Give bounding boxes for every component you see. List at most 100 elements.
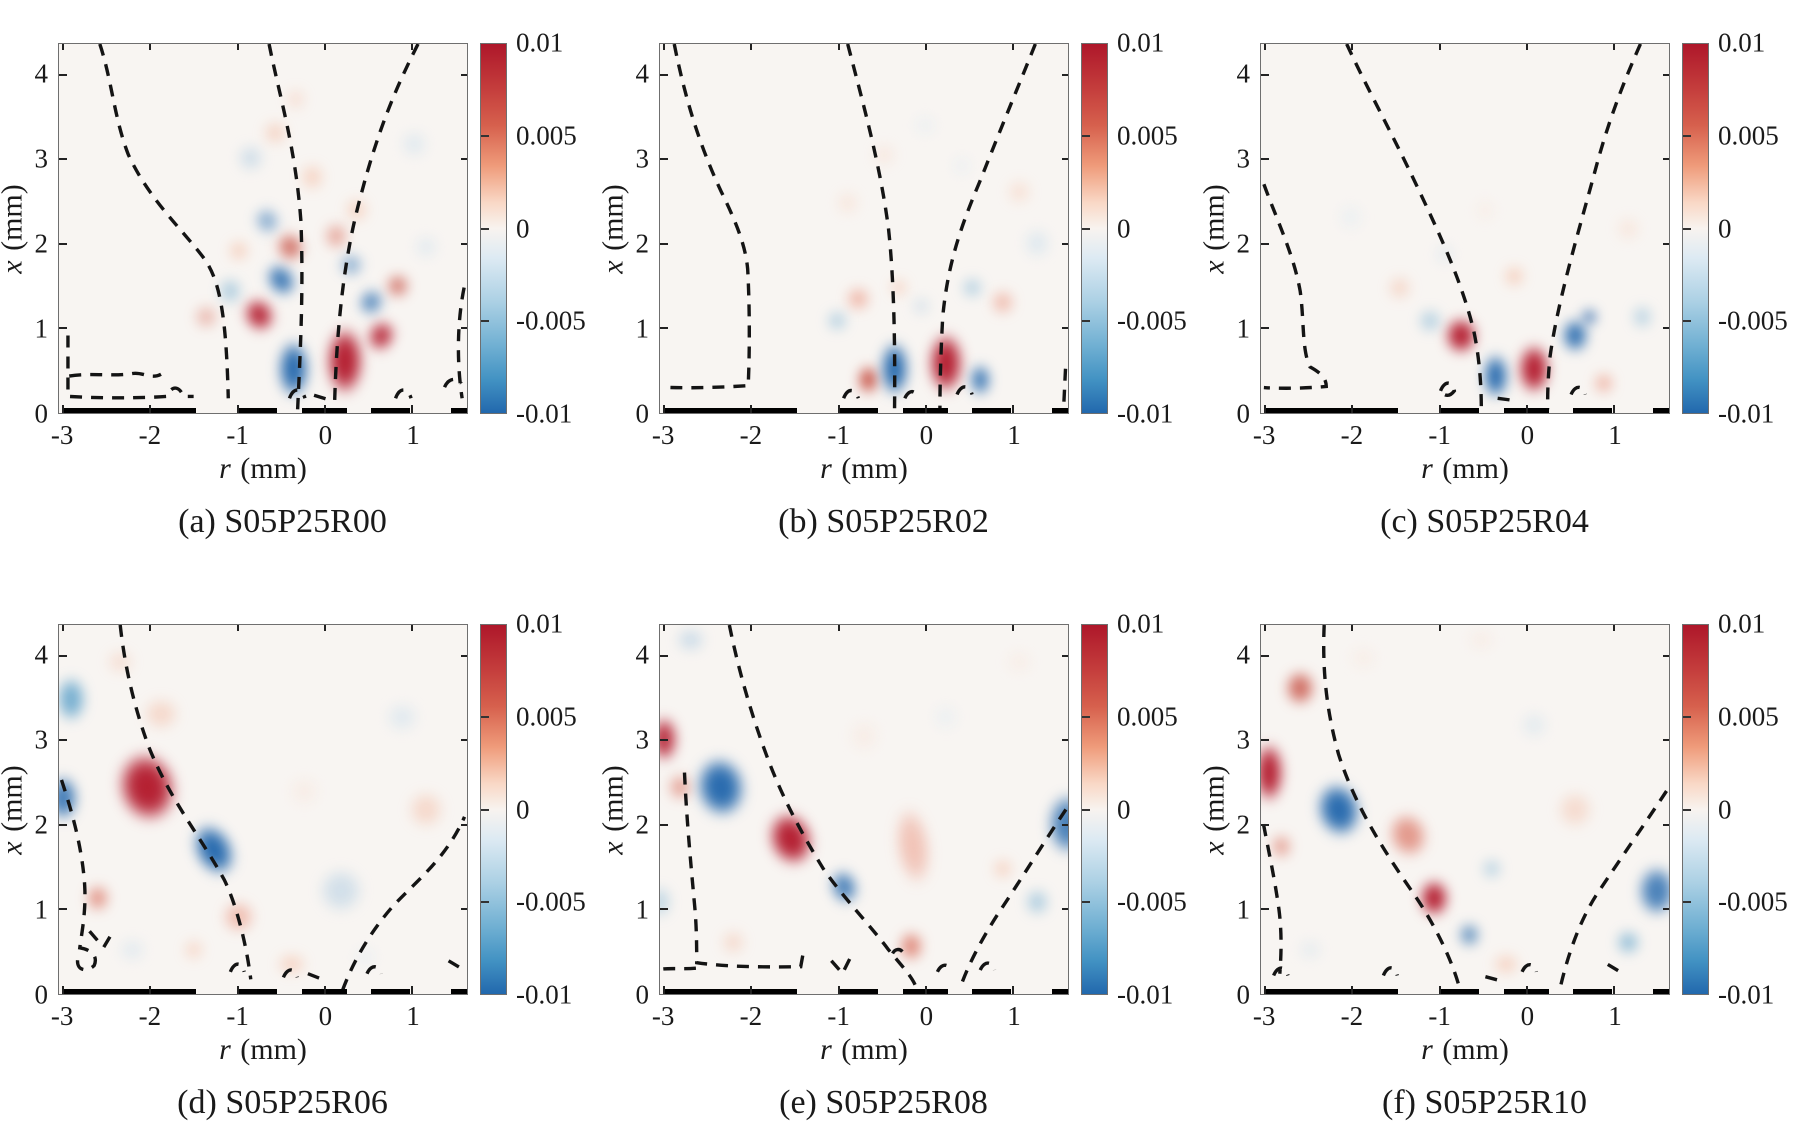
heatmap-blob: [1293, 934, 1327, 965]
colorbar-tick-label: -0.01: [1117, 398, 1174, 429]
x-tick-mark: [1526, 44, 1529, 50]
x-tick-label: 1: [1007, 1001, 1021, 1031]
heatmap-blob: [986, 285, 1020, 319]
x-tick-label: -3: [651, 420, 675, 450]
colorbar: [1081, 43, 1108, 414]
burner-segment: [1440, 989, 1480, 994]
heatmap-field: [59, 44, 467, 413]
y-tick-mark: [1062, 654, 1068, 657]
x-tick-label: -2: [739, 420, 763, 450]
heatmap-blob: [295, 158, 329, 196]
y-tick-mark: [461, 908, 467, 911]
x-tick-mark: [1526, 986, 1529, 994]
colorbar-tick-mark: [481, 900, 489, 903]
contour-lines: [59, 625, 467, 994]
x-tick-mark: [149, 625, 152, 631]
x-tick-mark: [1351, 44, 1354, 50]
y-tick-label: 3: [34, 143, 49, 174]
x-tick-mark: [663, 986, 666, 994]
heatmap-field: [1261, 625, 1669, 994]
heatmap-blob: [271, 949, 312, 980]
colorbar-tick-labels: 0.01 0.005 0 -0.005 -0.01: [516, 28, 601, 429]
x-axis-unit: (mm): [1434, 1033, 1509, 1066]
x-tick-label: 0: [1520, 420, 1535, 450]
heatmap-blob: [81, 879, 115, 917]
y-tick-label: 2: [635, 809, 650, 840]
x-tick-mark: [1526, 625, 1529, 631]
burner-segment: [839, 408, 879, 413]
x-tick-mark: [1012, 625, 1015, 631]
y-tick-mark: [660, 73, 668, 76]
y-tick-mark: [1663, 158, 1669, 161]
x-tick-labels: -3 -2 -1 0 1: [1202, 1001, 1803, 1035]
x-tick-mark: [149, 986, 152, 994]
burner-segment: [451, 989, 467, 994]
colorbar-tick-label: 0.01: [1117, 27, 1165, 58]
heatmap-blob: [1462, 625, 1500, 655]
y-tick-mark: [1062, 327, 1068, 330]
burner-segment: [972, 989, 1011, 994]
colorbar-tick-mark: [481, 227, 489, 230]
y-tick-mark: [1261, 739, 1269, 742]
colorbar-tick-mark: [481, 808, 489, 811]
x-tick-label: 1: [1007, 420, 1021, 450]
heatmap-blob: [271, 328, 317, 410]
x-tick-mark: [1264, 625, 1267, 631]
heatmap-blob: [717, 925, 750, 959]
x-tick-label: 1: [406, 1001, 420, 1031]
y-tick-mark: [1062, 908, 1068, 911]
y-tick-label: 3: [1236, 143, 1251, 174]
x-tick-mark: [750, 405, 753, 413]
y-tick-label: 2: [1236, 228, 1251, 259]
colorbar-tick-labels: 0.01 0.005 0 -0.005 -0.01: [1718, 609, 1803, 1010]
colorbar: [1682, 624, 1709, 995]
x-tick-mark: [663, 625, 666, 631]
y-tick-mark: [1663, 654, 1669, 657]
colorbar-tick-label: -0.01: [1718, 979, 1775, 1010]
y-tick-labels: 4 3 2 1 0: [601, 624, 651, 1010]
y-tick-mark: [1261, 654, 1269, 657]
panel-caption: (d) S05P25R06: [177, 1084, 388, 1121]
x-axis-var: r: [219, 452, 231, 485]
x-tick-labels: -3 -2 -1 0 1: [0, 1001, 601, 1035]
burner-segment: [1052, 408, 1068, 413]
colorbar-tick-label: 0: [1718, 213, 1732, 243]
x-tick-label: -1: [1428, 1001, 1451, 1031]
colorbar-tick-label: 0: [516, 794, 530, 824]
x-axis-var: r: [1421, 1033, 1433, 1066]
y-tick-label: 2: [635, 228, 650, 259]
heatmap-blob: [988, 853, 1017, 884]
y-tick-mark: [1062, 73, 1068, 76]
heatmap-blob: [1630, 855, 1669, 926]
colorbar-tick-mark: [1082, 716, 1090, 719]
y-tick-label: 1: [34, 894, 49, 925]
y-tick-mark: [1663, 908, 1669, 911]
y-tick-mark: [660, 654, 668, 657]
heatmap-blob: [318, 313, 372, 410]
x-tick-mark: [750, 986, 753, 994]
y-tick-mark: [59, 73, 67, 76]
x-tick-mark: [837, 986, 840, 994]
colorbar: [480, 624, 507, 995]
heatmap-plot: [1260, 43, 1670, 414]
burner-segment: [839, 989, 879, 994]
y-tick-labels: 4 3 2 1 0: [1202, 43, 1252, 429]
y-tick-mark: [660, 158, 668, 161]
colorbar-tick-mark: [1082, 135, 1090, 138]
heatmap-blob: [283, 770, 325, 812]
x-tick-mark: [324, 44, 327, 50]
burner-segment: [238, 989, 278, 994]
y-tick-mark: [1261, 327, 1269, 330]
heatmap-blob: [660, 708, 683, 771]
colorbar-tick-label: -0.01: [516, 979, 573, 1010]
y-tick-labels: 4 3 2 1 0: [601, 43, 651, 429]
heatmap-blob: [1267, 829, 1296, 863]
y-tick-mark: [1062, 158, 1068, 161]
heatmap-blob: [670, 625, 711, 657]
x-tick-mark: [925, 44, 928, 50]
heatmap-blob: [831, 186, 864, 220]
colorbar-tick-label: 0: [1117, 213, 1131, 243]
y-tick-mark: [660, 242, 668, 245]
y-tick-mark: [461, 739, 467, 742]
x-tick-labels: -3 -2 -1 0 1: [601, 420, 1202, 454]
